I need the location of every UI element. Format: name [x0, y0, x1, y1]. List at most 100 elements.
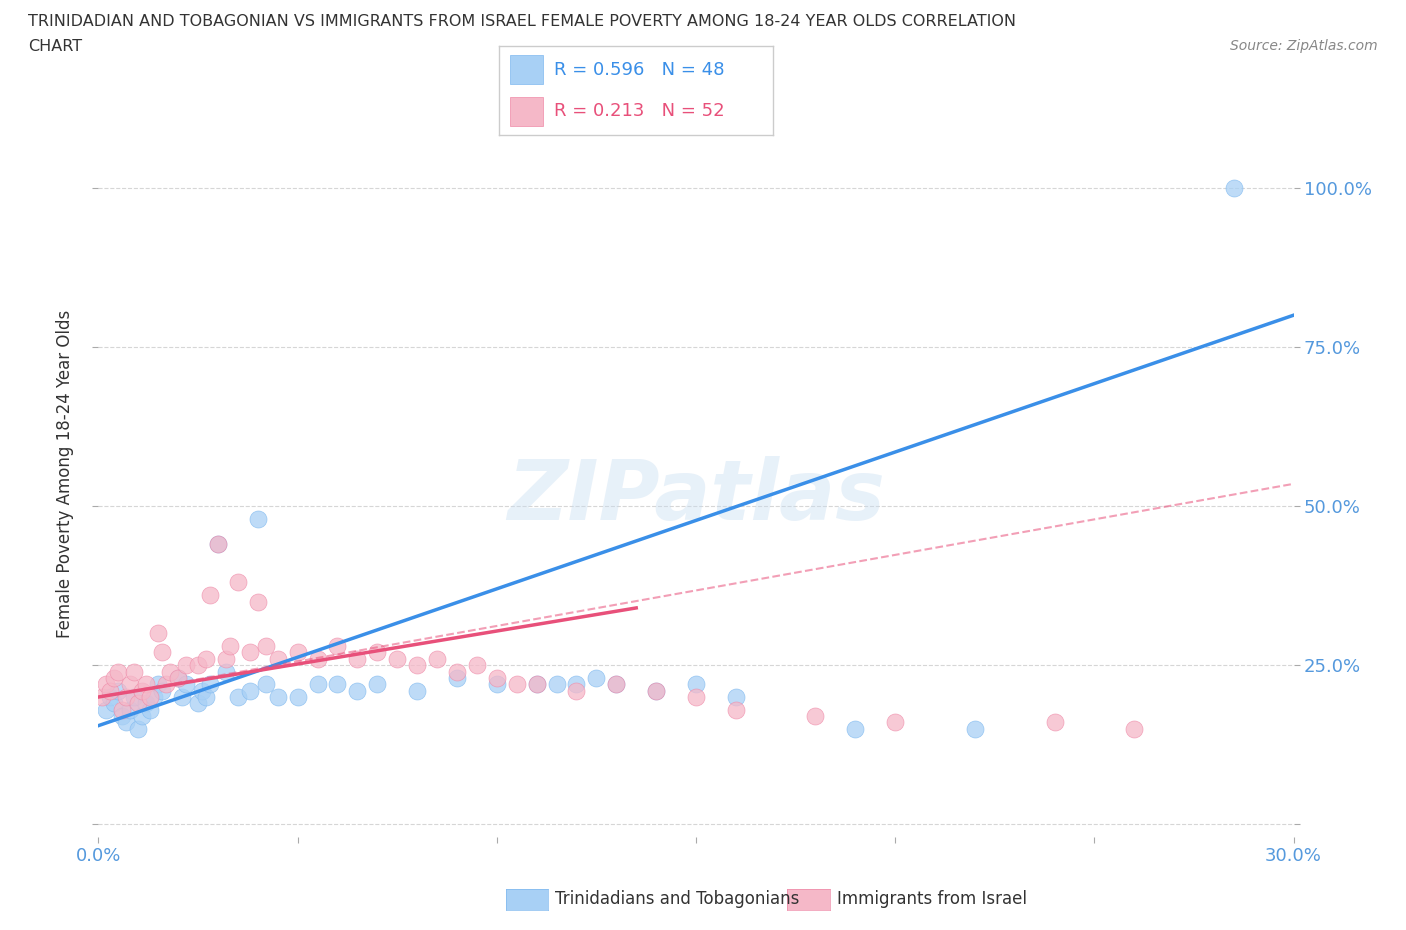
Point: [120, 677, 142, 692]
Point: [267, 651, 290, 666]
Text: CHART: CHART: [28, 39, 82, 54]
Text: R = 0.213   N = 52: R = 0.213 N = 52: [554, 101, 724, 120]
Point: [724, 702, 747, 717]
Point: [215, 651, 238, 666]
Point: [239, 684, 262, 698]
Point: [100, 684, 122, 698]
Point: [107, 664, 129, 679]
Point: [155, 677, 177, 692]
Point: [385, 651, 409, 666]
Point: [131, 684, 153, 698]
Point: [198, 588, 221, 603]
Point: [111, 709, 134, 724]
Y-axis label: Female Poverty Among 18-24 Year Olds: Female Poverty Among 18-24 Year Olds: [56, 311, 75, 638]
Point: [207, 537, 229, 551]
Point: [724, 689, 747, 704]
Text: ZIPatlas: ZIPatlas: [508, 456, 884, 537]
Text: TRINIDADIAN AND TOBAGONIAN VS IMMIGRANTS FROM ISRAEL FEMALE POVERTY AMONG 18-24 : TRINIDADIAN AND TOBAGONIAN VS IMMIGRANTS…: [28, 14, 1017, 29]
Point: [546, 677, 568, 692]
Point: [159, 664, 181, 679]
Point: [346, 684, 368, 698]
Point: [115, 715, 138, 730]
Point: [605, 677, 627, 692]
Point: [148, 677, 170, 692]
Point: [267, 689, 290, 704]
Text: Source: ZipAtlas.com: Source: ZipAtlas.com: [1230, 39, 1378, 53]
Point: [645, 684, 668, 698]
Point: [167, 671, 190, 685]
Point: [465, 658, 488, 672]
Point: [124, 664, 146, 679]
Point: [100, 689, 122, 704]
Point: [172, 689, 194, 704]
Point: [366, 677, 388, 692]
Point: [91, 689, 114, 704]
Point: [307, 651, 329, 666]
Point: [565, 677, 588, 692]
Point: [287, 689, 309, 704]
Point: [131, 709, 153, 724]
Point: [246, 594, 269, 609]
Point: [526, 677, 548, 692]
Point: [191, 684, 214, 698]
Point: [605, 677, 627, 692]
Point: [446, 664, 468, 679]
Point: [115, 689, 138, 704]
Point: [150, 684, 173, 698]
Point: [287, 645, 309, 660]
Point: [139, 702, 162, 717]
Point: [406, 684, 429, 698]
Point: [366, 645, 388, 660]
Point: [226, 575, 249, 590]
Point: [239, 645, 262, 660]
Point: [1222, 180, 1246, 195]
Point: [326, 639, 349, 654]
Point: [174, 658, 197, 672]
Point: [565, 684, 588, 698]
Point: [804, 709, 827, 724]
Point: [1043, 715, 1066, 730]
Point: [174, 677, 197, 692]
Point: [167, 671, 190, 685]
Point: [446, 671, 468, 685]
Point: [585, 671, 607, 685]
Point: [406, 658, 429, 672]
Point: [195, 651, 218, 666]
Point: [198, 677, 221, 692]
Point: [120, 702, 142, 717]
Point: [254, 639, 277, 654]
Point: [143, 689, 166, 704]
Point: [226, 689, 249, 704]
Point: [1123, 722, 1146, 737]
Point: [254, 677, 277, 692]
Point: [963, 722, 986, 737]
Point: [685, 689, 707, 704]
Text: Immigrants from Israel: Immigrants from Israel: [837, 890, 1026, 909]
Point: [150, 645, 173, 660]
Point: [124, 689, 146, 704]
Point: [135, 677, 157, 692]
Point: [307, 677, 329, 692]
Point: [645, 684, 668, 698]
Point: [485, 677, 508, 692]
FancyBboxPatch shape: [510, 56, 543, 85]
Point: [195, 689, 218, 704]
Point: [139, 689, 162, 704]
Point: [107, 684, 129, 698]
Point: [426, 651, 449, 666]
Point: [346, 651, 368, 666]
Text: Trinidadians and Tobagonians: Trinidadians and Tobagonians: [555, 890, 800, 909]
Point: [187, 696, 209, 711]
Point: [326, 677, 349, 692]
Point: [215, 664, 238, 679]
Point: [884, 715, 907, 730]
Point: [187, 658, 209, 672]
Text: R = 0.596   N = 48: R = 0.596 N = 48: [554, 60, 724, 79]
Point: [103, 696, 125, 711]
Point: [96, 702, 118, 717]
Point: [219, 639, 242, 654]
Point: [685, 677, 707, 692]
Point: [127, 696, 149, 711]
Point: [127, 722, 149, 737]
FancyBboxPatch shape: [510, 97, 543, 126]
